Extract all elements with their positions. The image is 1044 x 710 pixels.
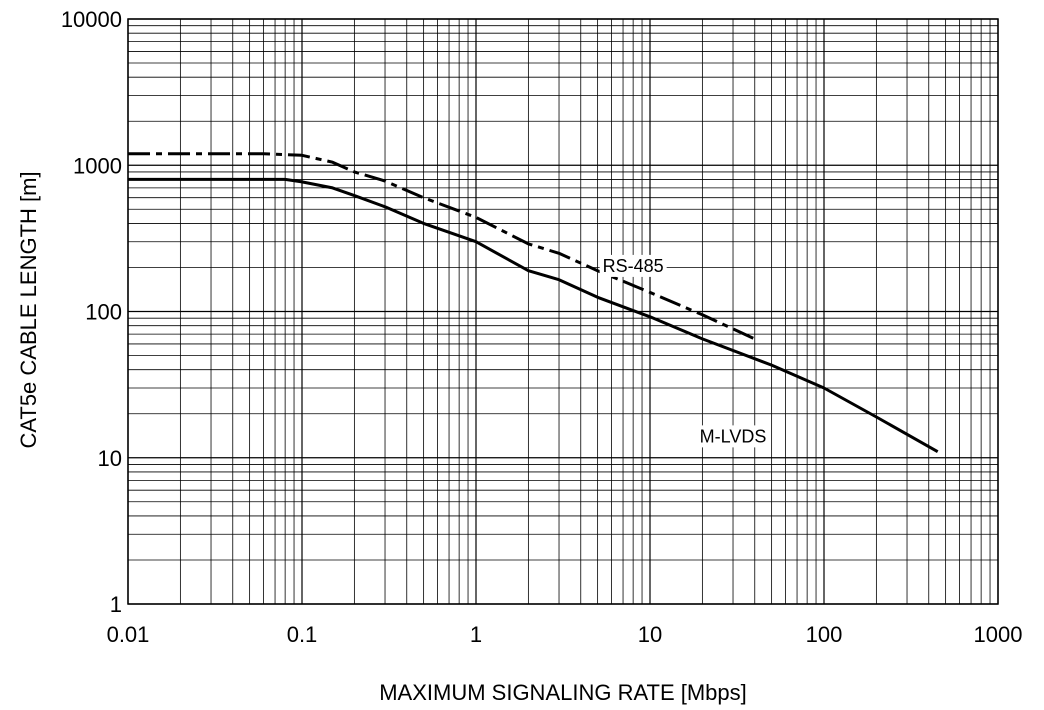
x-axis-title: MAXIMUM SIGNALING RATE [Mbps] bbox=[379, 680, 747, 705]
y-tick-label: 1 bbox=[110, 592, 122, 617]
series-line-m-lvds bbox=[128, 177, 939, 454]
series-lines bbox=[128, 152, 939, 454]
y-tick-label: 10 bbox=[98, 446, 122, 471]
y-axis-title: CAT5e CABLE LENGTH [m] bbox=[16, 171, 41, 448]
plot-frame bbox=[127, 18, 999, 605]
series-line-rs-485 bbox=[128, 152, 756, 341]
x-tick-label: 0.1 bbox=[287, 622, 318, 647]
series-labels: RS-485 M-LVDS bbox=[599, 254, 770, 448]
x-tick-label: 10 bbox=[638, 622, 662, 647]
x-tick-label: 100 bbox=[806, 622, 843, 647]
y-tick-label: 100 bbox=[85, 300, 122, 325]
y-tick-label: 1000 bbox=[73, 153, 122, 178]
series-label-background bbox=[599, 254, 667, 277]
x-tick-label: 1 bbox=[470, 622, 482, 647]
x-tick-label: 0.01 bbox=[107, 622, 150, 647]
series-label-background bbox=[696, 425, 770, 448]
y-tick-label: 10000 bbox=[61, 7, 122, 32]
series-label-m-lvds: M-LVDS bbox=[700, 426, 767, 446]
series-label-rs-485: RS-485 bbox=[603, 256, 664, 276]
x-tick-label: 1000 bbox=[974, 622, 1023, 647]
x-axis-ticks: 0.01 0.1 1 10 100 1000 bbox=[107, 622, 1023, 647]
y-axis-ticks: 1 10 100 1000 10000 bbox=[61, 7, 122, 617]
